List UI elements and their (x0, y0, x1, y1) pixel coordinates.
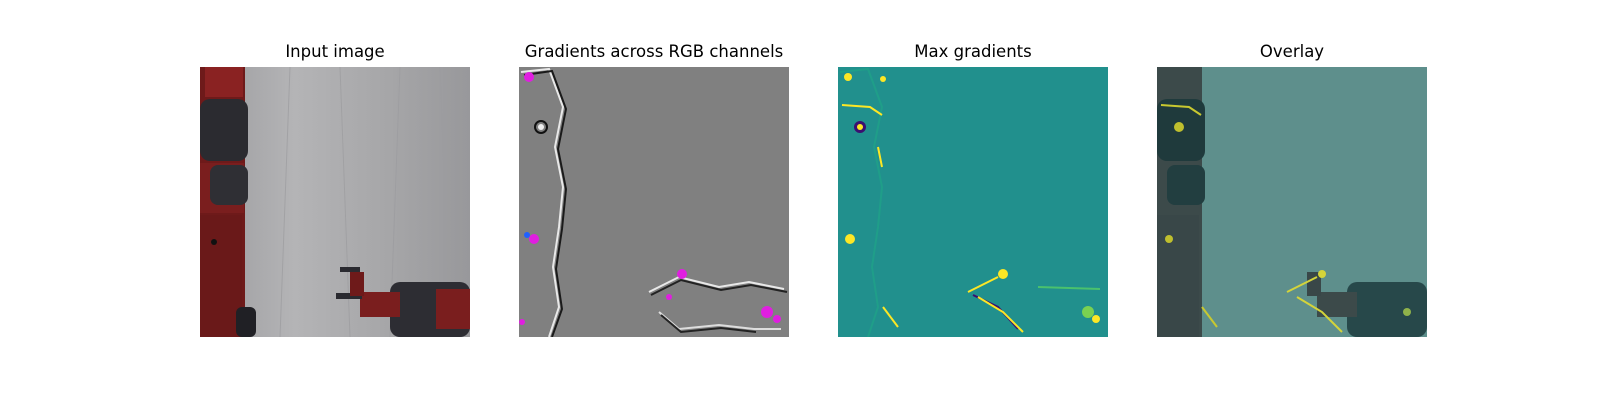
overlay-image (1157, 67, 1427, 337)
rgb-gradients-image (519, 67, 789, 337)
max-gradients-image (838, 67, 1108, 337)
panel-title: Overlay (1259, 42, 1325, 61)
panel-title: Max gradients (914, 42, 1032, 61)
input-image (200, 67, 470, 337)
panel-title: Gradients across RGB channels (524, 42, 784, 61)
panel-max-gradients: Max gradients (838, 0, 1108, 400)
panel-overlay: Overlay (1157, 0, 1427, 400)
panel-rgb-gradients: Gradients across RGB channels (519, 0, 789, 400)
panel-input-image: Input image (200, 0, 470, 400)
panel-title: Input image (285, 42, 385, 61)
